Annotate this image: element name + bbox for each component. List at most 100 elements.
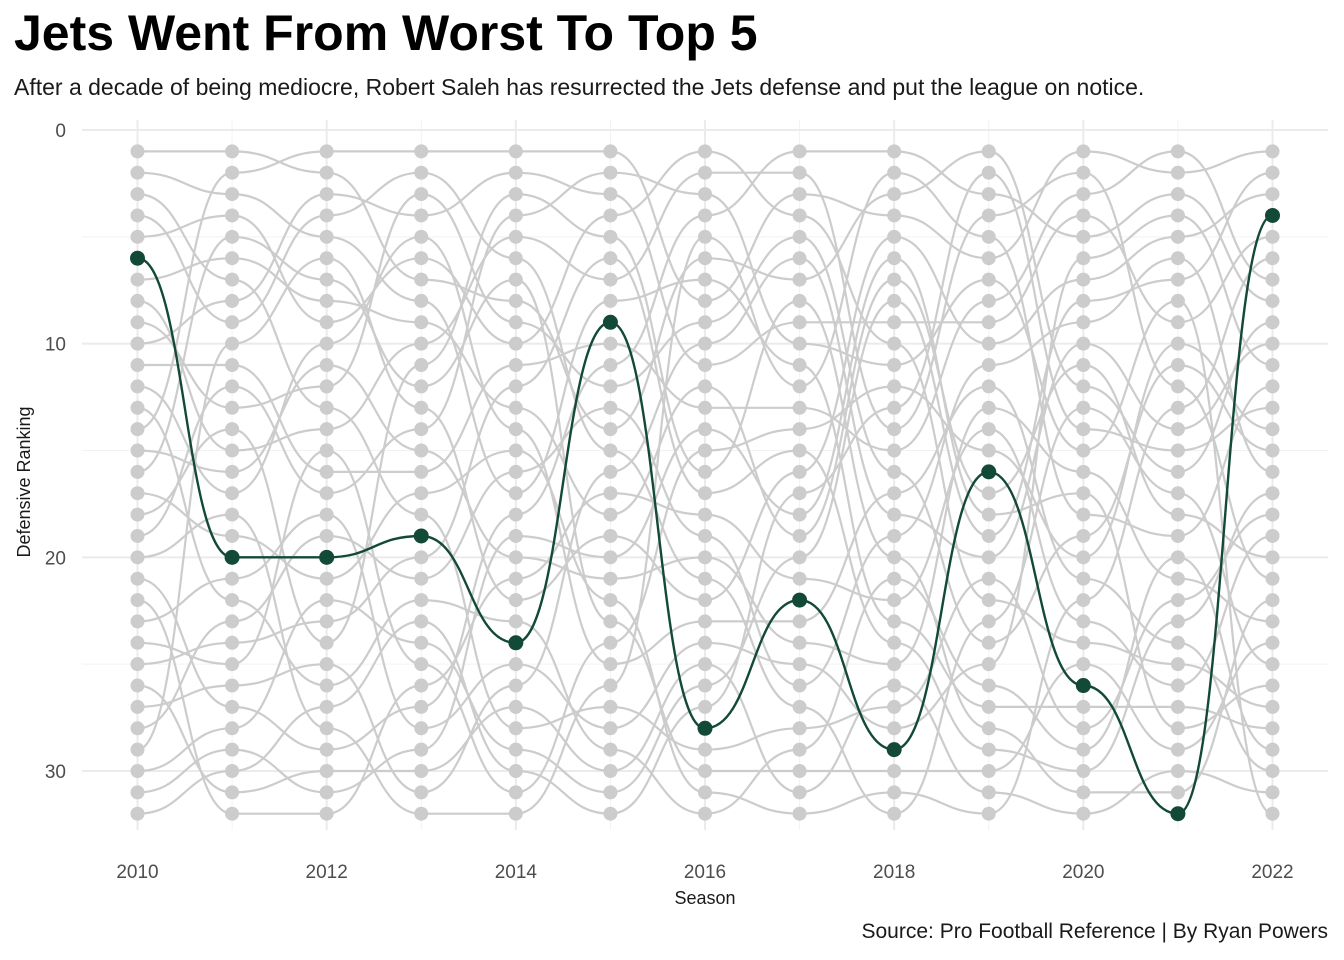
team-point: [698, 678, 712, 693]
team-point: [698, 187, 712, 202]
team-point: [319, 785, 334, 800]
team-point: [792, 464, 807, 479]
team-point: [603, 593, 618, 608]
team-point: [698, 251, 712, 266]
team-point: [1076, 742, 1091, 757]
team-point: [414, 806, 429, 821]
team-point: [130, 464, 145, 479]
team-point: [414, 657, 429, 672]
team-point: [130, 764, 145, 778]
team-point: [508, 464, 523, 479]
team-point: [1170, 635, 1185, 650]
y-tick-label: 30: [45, 762, 66, 783]
team-point: [319, 336, 334, 351]
team-point: [508, 742, 523, 757]
team-point: [887, 443, 902, 458]
team-point: [792, 208, 807, 223]
team-point: [1170, 678, 1185, 693]
team-point: [603, 742, 618, 757]
team-point: [414, 165, 429, 180]
team-point: [130, 165, 145, 180]
team-point: [981, 785, 996, 800]
team-point: [130, 678, 145, 693]
team-point: [887, 721, 902, 736]
team-point: [887, 593, 902, 608]
team-point: [225, 721, 240, 736]
team-point: [981, 358, 996, 373]
team-point: [508, 187, 523, 202]
team-line: [137, 171, 1273, 815]
team-point: [1170, 571, 1185, 586]
team-point: [887, 358, 902, 373]
team-point: [887, 293, 902, 308]
team-point: [414, 422, 429, 437]
team-point: [981, 272, 996, 287]
team-point: [981, 379, 996, 394]
team-point: [225, 187, 240, 202]
team-point: [225, 528, 240, 543]
team-point: [1265, 272, 1280, 287]
team-point: [698, 400, 712, 415]
team-point: [792, 657, 807, 672]
y-tick-label: 20: [45, 548, 66, 569]
team-point: [603, 293, 618, 308]
team-point: [698, 764, 712, 778]
team-point: [225, 657, 240, 672]
team-point: [887, 699, 902, 714]
team-point: [603, 699, 618, 714]
team-point: [225, 571, 240, 586]
team-point: [1076, 208, 1091, 223]
team-point: [887, 486, 902, 501]
team-point: [1170, 293, 1185, 308]
team-point: [508, 165, 523, 180]
team-point: [414, 721, 429, 736]
team-point: [698, 379, 712, 394]
team-point: [792, 336, 807, 351]
axis-labels: 2010 2012 2014 2016 2018 2020 2022 0 10 20 30: [45, 121, 1294, 883]
team-point: [698, 443, 712, 458]
team-point: [1265, 358, 1280, 373]
team-point: [1265, 315, 1280, 330]
team-point: [981, 528, 996, 543]
team-point: [792, 764, 807, 778]
team-point: [508, 400, 523, 415]
team-point: [1265, 422, 1280, 437]
team-point: [1076, 528, 1091, 543]
team-point: [130, 614, 145, 629]
team-point: [698, 593, 712, 608]
team-point: [698, 806, 712, 821]
jets-point: [1265, 207, 1280, 223]
team-point: [130, 208, 145, 223]
team-point: [792, 187, 807, 202]
team-point: [319, 699, 334, 714]
team-point: [130, 358, 145, 373]
team-point: [698, 229, 712, 244]
team-point: [130, 144, 145, 159]
team-point: [981, 764, 996, 778]
jets-point: [224, 549, 240, 565]
team-point: [225, 678, 240, 693]
team-point: [1076, 336, 1091, 351]
team-point: [1170, 208, 1185, 223]
team-point: [414, 251, 429, 266]
team-point: [130, 806, 145, 821]
team-point: [508, 657, 523, 672]
team-point: [792, 678, 807, 693]
team-point: [1170, 785, 1185, 800]
team-point: [887, 635, 902, 650]
team-point: [887, 614, 902, 629]
team-point: [1170, 229, 1185, 244]
team-point: [981, 571, 996, 586]
team-point: [1076, 165, 1091, 180]
team-point: [792, 635, 807, 650]
team-point: [1265, 699, 1280, 714]
team-point: [319, 464, 334, 479]
team-point: [414, 785, 429, 800]
team-point: [1076, 251, 1091, 266]
team-point: [981, 507, 996, 522]
x-axis-title: Season: [674, 888, 735, 908]
team-point: [698, 571, 712, 586]
team-point: [414, 208, 429, 223]
team-point: [1170, 721, 1185, 736]
team-point: [981, 635, 996, 650]
